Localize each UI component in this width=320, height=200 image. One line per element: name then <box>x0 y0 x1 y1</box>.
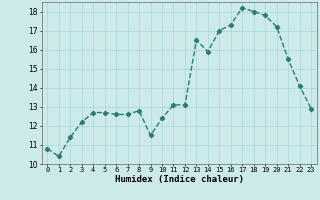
X-axis label: Humidex (Indice chaleur): Humidex (Indice chaleur) <box>115 175 244 184</box>
